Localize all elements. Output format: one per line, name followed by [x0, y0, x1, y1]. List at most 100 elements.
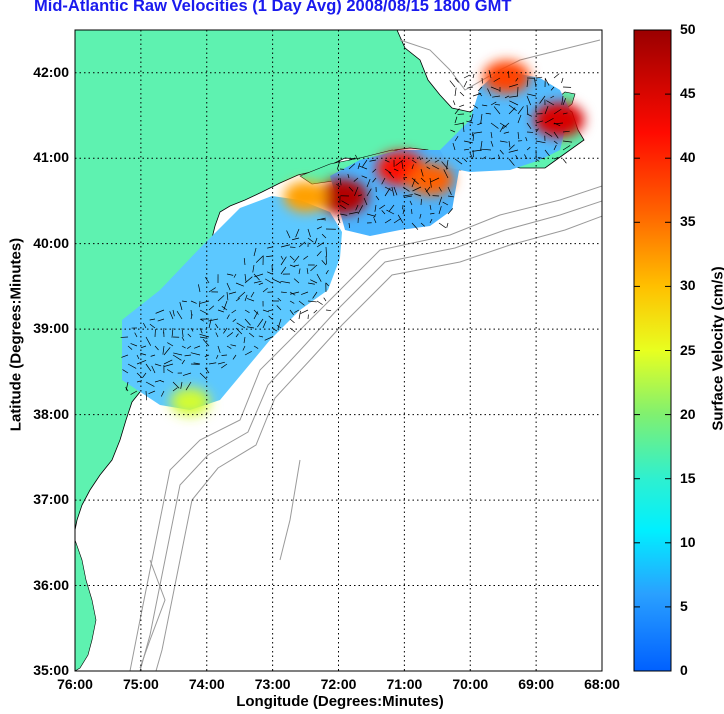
velocity-vector	[388, 204, 395, 212]
velocity-vector	[517, 131, 520, 140]
velocity-vector	[472, 149, 483, 152]
velocity-vector	[526, 104, 529, 115]
velocity-vector	[404, 195, 413, 198]
velocity-vector	[450, 129, 456, 133]
x-tick-label: 76:00	[57, 676, 93, 692]
velocity-vector	[199, 372, 208, 380]
velocity-vector	[298, 268, 301, 275]
velocity-vector	[181, 359, 185, 365]
x-axis-label: Longitude (Degrees:Minutes)	[236, 693, 444, 710]
velocity-vector	[180, 381, 183, 389]
velocity-vector	[163, 347, 171, 356]
velocity-vector	[306, 268, 309, 275]
velocity-vector	[233, 273, 237, 278]
velocity-vector	[190, 352, 201, 356]
velocity-vector	[194, 345, 201, 349]
velocity-vector	[181, 345, 186, 349]
velocity-vector	[130, 343, 138, 347]
velocity-vector	[134, 332, 138, 338]
velocity-vector	[348, 211, 359, 215]
velocity-vector	[293, 278, 300, 284]
colorbar-tick-label: 20	[680, 405, 696, 422]
velocity-vector	[553, 131, 559, 139]
colorbar-tick-label: 35	[680, 213, 696, 230]
velocity-vector	[298, 300, 305, 306]
velocity-vector	[316, 250, 322, 257]
velocity-vector	[339, 204, 347, 210]
velocity-vector	[303, 255, 309, 260]
velocity-vector	[172, 387, 178, 392]
y-tick-label: 42:00	[33, 63, 69, 80]
velocity-vector	[447, 208, 454, 215]
velocity-vector	[373, 218, 377, 224]
velocity-vector	[280, 266, 287, 275]
velocity-vector	[205, 276, 210, 284]
velocity-vector	[236, 322, 246, 329]
velocity-vector	[325, 255, 327, 265]
velocity-vector	[481, 104, 488, 107]
velocity-vector	[155, 309, 165, 314]
velocity-vector	[463, 80, 468, 88]
x-tick-label: 74:00	[188, 676, 225, 692]
velocity-vector	[562, 130, 570, 133]
velocity-vector	[525, 136, 528, 142]
velocity-vector	[535, 158, 540, 162]
velocity-vector	[154, 345, 159, 351]
velocity-vector	[235, 333, 239, 338]
velocity-vector	[272, 278, 282, 284]
y-tick-label: 36:00	[33, 576, 69, 593]
velocity-vector	[253, 280, 262, 284]
colorbar-tick-label: 10	[680, 533, 696, 550]
velocity-vector	[136, 354, 140, 360]
velocity-vector	[172, 354, 182, 361]
velocity-vector	[244, 276, 253, 284]
velocity-vector	[221, 305, 228, 311]
velocity-vector	[508, 104, 517, 111]
velocity-vector	[184, 354, 192, 357]
velocity-vector	[289, 264, 296, 268]
velocity-vector	[490, 140, 494, 147]
velocity-vector	[179, 302, 183, 311]
velocity-vector	[391, 186, 395, 197]
velocity-vector	[217, 361, 225, 365]
velocity-vector	[125, 387, 129, 392]
velocity-hotspot	[482, 60, 530, 94]
velocity-vector	[553, 140, 558, 144]
velocity-vector	[140, 345, 147, 349]
velocity-vector	[208, 318, 219, 322]
velocity-vector	[244, 318, 251, 326]
velocity-vector	[473, 131, 483, 134]
velocity-vector	[226, 345, 232, 349]
velocity-vector	[411, 159, 417, 164]
velocity-vector	[253, 345, 259, 349]
velocity-vector	[199, 327, 203, 334]
velocity-vector	[190, 327, 194, 332]
velocity-vector	[336, 159, 341, 170]
velocity-vector	[454, 122, 465, 126]
velocity-vector	[499, 125, 505, 133]
velocity-vector	[539, 95, 546, 104]
velocity-vector	[411, 178, 416, 188]
velocity-vector	[130, 390, 138, 395]
velocity-vector	[544, 106, 549, 115]
velocity-vector	[420, 198, 422, 206]
velocity-vector	[208, 362, 217, 365]
velocity-vector	[198, 300, 201, 308]
velocity-hotspot	[283, 181, 328, 212]
velocity-vector	[289, 309, 294, 315]
velocity-vector	[185, 381, 192, 391]
velocity-vector	[384, 159, 390, 163]
x-tick-label: 70:00	[452, 676, 489, 692]
x-tick-label: 69:00	[518, 676, 555, 692]
velocity-vector	[223, 327, 228, 334]
velocity-vector	[373, 213, 377, 219]
velocity-vector	[122, 369, 129, 374]
velocity-vector	[355, 204, 359, 211]
velocity-vector	[267, 246, 273, 249]
velocity-vector	[499, 140, 508, 143]
velocity-vector	[312, 291, 318, 299]
velocity-vector	[546, 100, 555, 106]
velocity-vector	[248, 332, 255, 338]
colorbar	[633, 29, 672, 672]
velocity-vector	[150, 354, 156, 357]
